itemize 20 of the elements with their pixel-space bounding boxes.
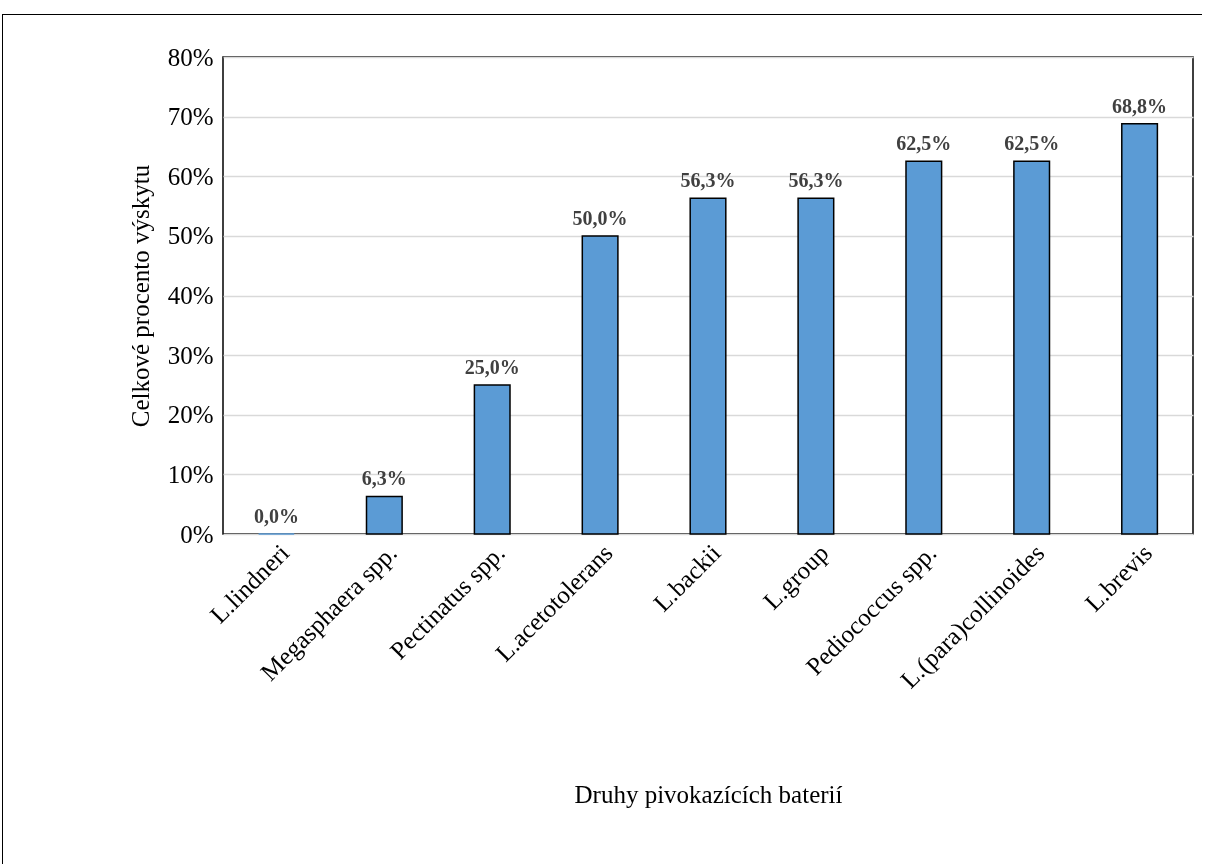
y-tick-label: 20% — [167, 401, 214, 429]
y-tick-label: 0% — [180, 520, 214, 548]
y-tick-label: 60% — [167, 162, 214, 190]
x-axis-title: Druhy pivokazících baterií — [574, 781, 843, 809]
y-axis-title: Celkové procento výskytu — [126, 164, 154, 428]
data-label: 62,5% — [896, 132, 952, 155]
data-label: 0,0% — [253, 505, 299, 527]
data-label: 56,3% — [788, 169, 844, 192]
data-label: 25,0% — [464, 355, 520, 378]
data-label: 62,5% — [1004, 132, 1060, 155]
data-label: 68,8% — [1112, 94, 1168, 117]
y-tick-label: 70% — [167, 103, 214, 131]
y-tick-label: 40% — [167, 282, 214, 309]
data-label: 50,0% — [572, 206, 628, 229]
y-tick-label: 50% — [167, 222, 214, 250]
y-tick-label: 30% — [167, 341, 214, 369]
data-label: 6,3% — [361, 467, 407, 490]
data-label: 56,3% — [680, 169, 736, 192]
y-tick-label: 10% — [167, 460, 214, 488]
y-tick-label: 80% — [167, 43, 214, 71]
